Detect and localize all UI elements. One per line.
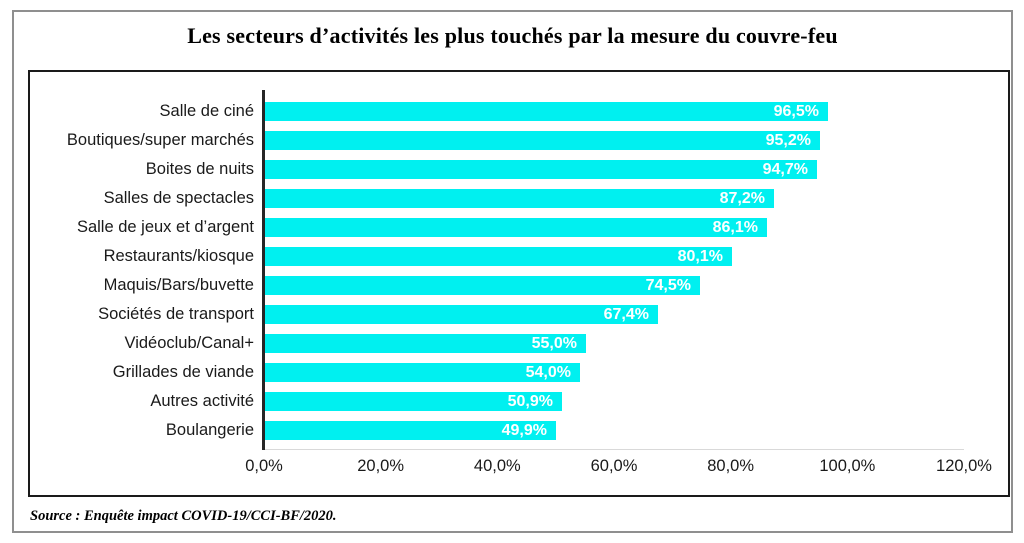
value-label: 49,9%: [501, 422, 547, 439]
x-tick-label: 60,0%: [590, 457, 638, 475]
bar: 95,2%: [265, 131, 820, 150]
x-tick-label: 0,0%: [245, 457, 283, 475]
category-label: Grillades de viande: [112, 363, 254, 381]
bar: 74,5%: [265, 276, 700, 295]
bar-row: Autres activité 50,9%: [30, 387, 1008, 416]
bar-row: Maquis/Bars/buvette 74,5%: [30, 271, 1008, 300]
y-axis-line: [262, 90, 265, 450]
value-label: 86,1%: [712, 219, 758, 236]
bar: 54,0%: [265, 363, 580, 382]
bar: 67,4%: [265, 305, 658, 324]
x-tick-label: 80,0%: [707, 457, 755, 475]
bar: 86,1%: [265, 218, 767, 237]
category-label: Sociétés de transport: [98, 305, 254, 323]
category-label: Salles de spectacles: [103, 189, 254, 207]
value-label: 80,1%: [677, 248, 723, 265]
bar: 50,9%: [265, 392, 562, 411]
bar: 87,2%: [265, 189, 774, 208]
x-tick-label: 120,0%: [936, 457, 992, 475]
bar-row: Boulangerie 49,9%: [30, 416, 1008, 445]
value-label: 87,2%: [719, 190, 765, 207]
value-label: 67,4%: [603, 306, 649, 323]
bar: 96,5%: [265, 102, 828, 121]
plot-area: Salle de ciné 96,5% Boutiques/super marché…: [30, 72, 1008, 495]
category-label: Autres activité: [150, 392, 254, 410]
bar-row: Vidéoclub/Canal+ 55,0%: [30, 329, 1008, 358]
bar-row: Sociétés de transport 67,4%: [30, 300, 1008, 329]
value-label: 50,9%: [507, 393, 553, 410]
category-label: Salle de ciné: [159, 102, 254, 120]
x-tick-label: 20,0%: [357, 457, 405, 475]
category-label: Restaurants/kiosque: [103, 247, 254, 265]
x-tick-label: 40,0%: [473, 457, 521, 475]
bar: 80,1%: [265, 247, 732, 266]
figure-frame: Les secteurs d’activités les plus touché…: [12, 10, 1013, 533]
source-note: Source : Enquête impact COVID-19/CCI-BF/…: [30, 508, 337, 524]
category-label: Maquis/Bars/buvette: [103, 276, 254, 294]
chart-title: Les secteurs d’activités les plus touché…: [187, 23, 838, 48]
category-label: Vidéoclub/Canal+: [124, 334, 254, 352]
value-label: 55,0%: [531, 335, 577, 352]
category-label: Boutiques/super marchés: [66, 131, 254, 149]
x-tick-label: 100,0%: [819, 457, 876, 475]
category-label: Boulangerie: [165, 421, 254, 439]
bar: 55,0%: [265, 334, 586, 353]
bar-row: Salle de jeux et d’argent 86,1%: [30, 213, 1008, 242]
category-label: Salle de jeux et d’argent: [76, 218, 254, 236]
value-label: 96,5%: [773, 103, 819, 120]
bar-row: Boutiques/super marchés 95,2%: [30, 126, 1008, 155]
value-label: 94,7%: [762, 161, 808, 178]
bar-row: Grillades de viande 54,0%: [30, 358, 1008, 387]
chart-plot-box: Salle de ciné 96,5% Boutiques/super marché…: [28, 70, 1010, 497]
category-label: Boites de nuits: [145, 160, 254, 178]
bar-row: Restaurants/kiosque 80,1%: [30, 242, 1008, 271]
bar-row: Salles de spectacles 87,2%: [30, 184, 1008, 213]
bar: 94,7%: [265, 160, 817, 179]
value-label: 54,0%: [525, 364, 571, 381]
x-axis-line: [264, 449, 964, 450]
value-label: 74,5%: [645, 277, 691, 294]
bar-row: Boites de nuits 94,7%: [30, 155, 1008, 184]
value-label: 95,2%: [765, 132, 811, 149]
bar: 49,9%: [265, 421, 556, 440]
bar-row: Salle de ciné 96,5%: [30, 97, 1008, 126]
